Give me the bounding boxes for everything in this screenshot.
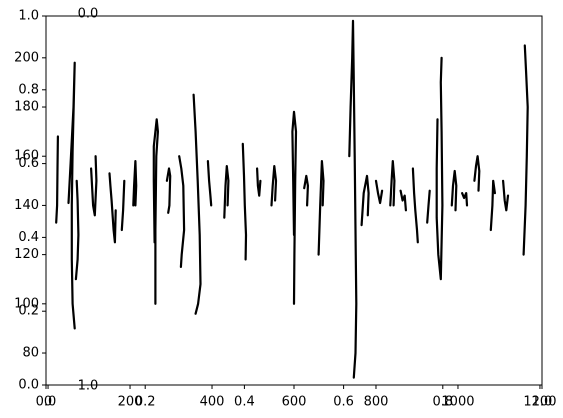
handwriting-stroke xyxy=(473,155,481,192)
x-tick-label-bg: 0.8 xyxy=(432,395,453,410)
y-tick-label: 180 xyxy=(14,100,39,115)
handwriting-axes: 0 200 400 600 800 1000 1200 80 100 120 140 160 180 20… xyxy=(14,19,556,410)
inset-axes: 0.0 1.0 xyxy=(78,7,99,394)
handwriting-stroke xyxy=(241,142,248,261)
x-tick-label-bg: 0.6 xyxy=(333,395,354,410)
x-tick-label: 1200 xyxy=(523,395,556,410)
handwriting-stroke xyxy=(108,172,117,244)
background-axes: 0.0 0.2 0.4 0.6 0.8 1.0 0.0 0.2 0.4 0.6 0.8 1.0 xyxy=(18,9,552,410)
y-tick-label-bg: 0.0 xyxy=(18,378,39,393)
y-tick-label-bg: 0.6 xyxy=(18,156,39,171)
handwriting-stroke xyxy=(450,169,458,212)
x-tick-label: 1000 xyxy=(441,395,474,410)
handwriting-stroke xyxy=(256,167,262,197)
handwriting-stroke xyxy=(461,192,469,207)
handwriting-stroke xyxy=(389,160,396,207)
x-tick-label: 600 xyxy=(282,395,307,410)
handwriting-stroke xyxy=(178,155,186,268)
x-tick-label-bg: 1.0 xyxy=(532,395,553,410)
handwriting-stroke xyxy=(67,61,76,330)
y-tick-label-bg: 0.2 xyxy=(18,304,39,319)
x-tick-label: 400 xyxy=(200,395,225,410)
handwriting-stroke xyxy=(206,160,213,207)
handwriting-stroke xyxy=(120,179,126,232)
y-tick-label: 200 xyxy=(14,50,39,65)
handwriting-stroke xyxy=(399,189,407,212)
x-tick-label-bg: 0.2 xyxy=(135,395,156,410)
y-tick-label: 80 xyxy=(22,346,39,361)
handwriting-stroke xyxy=(502,179,510,212)
handwriting-stroke xyxy=(374,179,384,205)
y-tick-label: 120 xyxy=(14,247,39,262)
handwriting-stroke xyxy=(411,167,419,244)
y-tick-label-bg: 1.0 xyxy=(18,9,39,24)
handwriting-stroke xyxy=(132,160,138,207)
y-tick-label: 100 xyxy=(14,296,39,311)
handwriting-stroke xyxy=(360,174,370,227)
x-tick-label: 800 xyxy=(364,395,389,410)
x-tick-label-bg: 0.4 xyxy=(234,395,255,410)
y-tick-label-bg: 0.8 xyxy=(18,82,39,97)
y-tick-label: 140 xyxy=(14,198,39,213)
handwriting-stroke xyxy=(435,56,444,281)
handwriting-stroke xyxy=(348,19,358,379)
handwriting-stroke xyxy=(223,165,230,219)
x-tick-label: 200 xyxy=(118,395,143,410)
handwriting-stroke xyxy=(303,174,309,207)
x-tick-label-bg: 0.0 xyxy=(36,395,57,410)
handwriting-stroke xyxy=(192,93,202,315)
handwriting-stroke xyxy=(90,155,98,217)
y-tick-label: 160 xyxy=(14,149,39,164)
handwriting-stroke xyxy=(489,179,496,232)
handwriting-stroke xyxy=(291,110,298,305)
handwriting-stroke xyxy=(270,165,278,207)
handwriting-stroke xyxy=(522,44,529,256)
handwriting-stroke xyxy=(74,179,80,281)
handwriting-stroke xyxy=(165,167,172,214)
x-tick-label: 0 xyxy=(44,395,52,410)
y-tick-label-bg: 0.4 xyxy=(18,230,39,245)
handwriting-stroke xyxy=(426,189,431,224)
inset-x-tick-label: 0.0 xyxy=(78,7,99,22)
handwriting-stroke xyxy=(152,118,159,305)
inset-y-tick-label: 1.0 xyxy=(78,379,99,394)
handwriting-stroke xyxy=(317,160,325,256)
handwriting-stroke xyxy=(55,135,59,224)
